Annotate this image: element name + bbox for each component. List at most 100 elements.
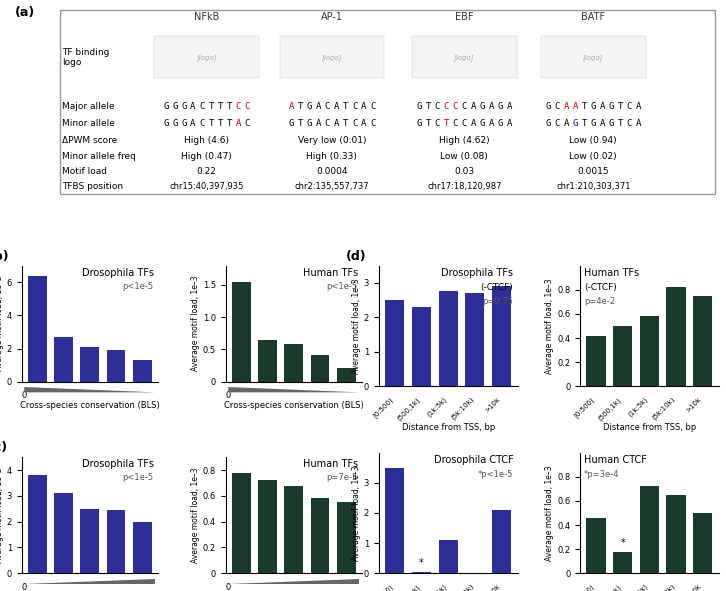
Bar (492, 510, 511, 573)
Text: T: T (208, 102, 213, 111)
Text: G: G (608, 119, 614, 128)
Text: A: A (600, 119, 605, 128)
Y-axis label: Average motif load, 1e–3: Average motif load, 1e–3 (191, 276, 200, 372)
Text: High (0.47): High (0.47) (181, 151, 232, 161)
Text: T: T (444, 119, 449, 128)
Text: chr2:135,557,737: chr2:135,557,737 (295, 182, 370, 191)
Text: C: C (555, 102, 560, 111)
Text: 0: 0 (22, 583, 27, 591)
Text: 0.03: 0.03 (454, 167, 474, 176)
Bar (133, 522, 152, 573)
Text: A: A (334, 119, 339, 128)
Y-axis label: Average motif load, 1e–3: Average motif load, 1e–3 (0, 467, 4, 563)
Text: A: A (190, 102, 195, 111)
Text: Major allele: Major allele (62, 102, 115, 111)
Text: Drosophila TFs: Drosophila TFs (82, 459, 154, 469)
Bar (613, 551, 632, 573)
Text: G: G (172, 119, 177, 128)
Text: A: A (573, 102, 578, 111)
Bar (311, 498, 330, 573)
Text: C: C (235, 102, 241, 111)
Text: High (0.33): High (0.33) (306, 151, 357, 161)
Text: G: G (480, 119, 485, 128)
Text: C: C (462, 119, 467, 128)
Text: p=4e-2: p=4e-2 (584, 297, 615, 306)
Text: *: * (419, 558, 424, 568)
Bar (587, 336, 605, 387)
Bar (285, 486, 303, 573)
Text: Low (0.02): Low (0.02) (569, 151, 617, 161)
Text: Human TFs: Human TFs (303, 459, 358, 469)
Text: (c): (c) (0, 441, 8, 454)
Text: T: T (227, 119, 232, 128)
Text: High (4.62): High (4.62) (439, 137, 489, 145)
Text: A: A (334, 102, 339, 111)
Text: *: * (620, 538, 625, 548)
Text: (a): (a) (15, 6, 35, 19)
Text: chr15:40,397,935: chr15:40,397,935 (169, 182, 244, 191)
Bar (285, 345, 303, 382)
Text: A: A (489, 119, 494, 128)
Text: 0.0015: 0.0015 (577, 167, 609, 176)
Text: C: C (325, 119, 330, 128)
Text: C: C (245, 119, 250, 128)
Text: A: A (563, 102, 568, 111)
Text: G: G (608, 102, 614, 111)
Bar (28, 275, 46, 382)
Text: G: G (306, 102, 312, 111)
Text: Minor allele freq: Minor allele freq (62, 151, 136, 161)
Text: Minor allele: Minor allele (62, 119, 115, 128)
FancyBboxPatch shape (412, 36, 517, 78)
Text: [logo]: [logo] (196, 54, 217, 61)
Text: (-CTCF): (-CTCF) (584, 282, 617, 291)
Text: 0: 0 (22, 391, 27, 400)
Text: 0.22: 0.22 (197, 167, 216, 176)
Text: ΔPWM score: ΔPWM score (62, 137, 118, 145)
Text: EBF: EBF (455, 12, 473, 22)
Bar (385, 467, 404, 573)
Text: G: G (590, 119, 596, 128)
Text: G: G (480, 102, 485, 111)
Text: A: A (316, 119, 321, 128)
Text: T: T (582, 119, 587, 128)
Bar (666, 495, 685, 573)
Text: T: T (208, 119, 213, 128)
Text: (b): (b) (0, 250, 9, 263)
Text: C: C (627, 102, 632, 111)
Text: Drosophila CTCF: Drosophila CTCF (433, 455, 513, 465)
Text: Human TFs: Human TFs (303, 268, 358, 278)
Bar (107, 510, 126, 573)
Text: [logo]: [logo] (583, 54, 603, 61)
Text: G: G (573, 119, 578, 128)
Bar (613, 326, 632, 387)
Bar (54, 493, 73, 573)
Text: C: C (370, 119, 375, 128)
Text: C: C (245, 102, 250, 111)
FancyBboxPatch shape (541, 36, 645, 78)
Bar (666, 287, 685, 387)
Text: T: T (217, 102, 223, 111)
Text: T: T (425, 102, 431, 111)
Bar (693, 296, 712, 387)
Y-axis label: Average motif load, 1e–3: Average motif load, 1e–3 (352, 278, 361, 374)
FancyBboxPatch shape (280, 36, 384, 78)
Bar (81, 509, 99, 573)
Text: C: C (199, 102, 205, 111)
Text: p<1e-5: p<1e-5 (327, 282, 358, 291)
Text: T: T (217, 119, 223, 128)
Text: *p=3e-4: *p=3e-4 (584, 469, 619, 479)
Text: C: C (199, 119, 205, 128)
Bar (640, 316, 659, 387)
Text: C: C (452, 119, 458, 128)
Text: T: T (298, 102, 303, 111)
Text: T: T (227, 102, 232, 111)
Text: A: A (507, 119, 513, 128)
Text: High (4.6): High (4.6) (184, 137, 229, 145)
Bar (439, 540, 458, 573)
Text: Drosophila TFs: Drosophila TFs (441, 268, 513, 278)
Bar (412, 571, 431, 573)
Text: A: A (288, 102, 294, 111)
Text: A: A (563, 119, 568, 128)
Text: G: G (181, 119, 187, 128)
Text: G: G (306, 119, 312, 128)
